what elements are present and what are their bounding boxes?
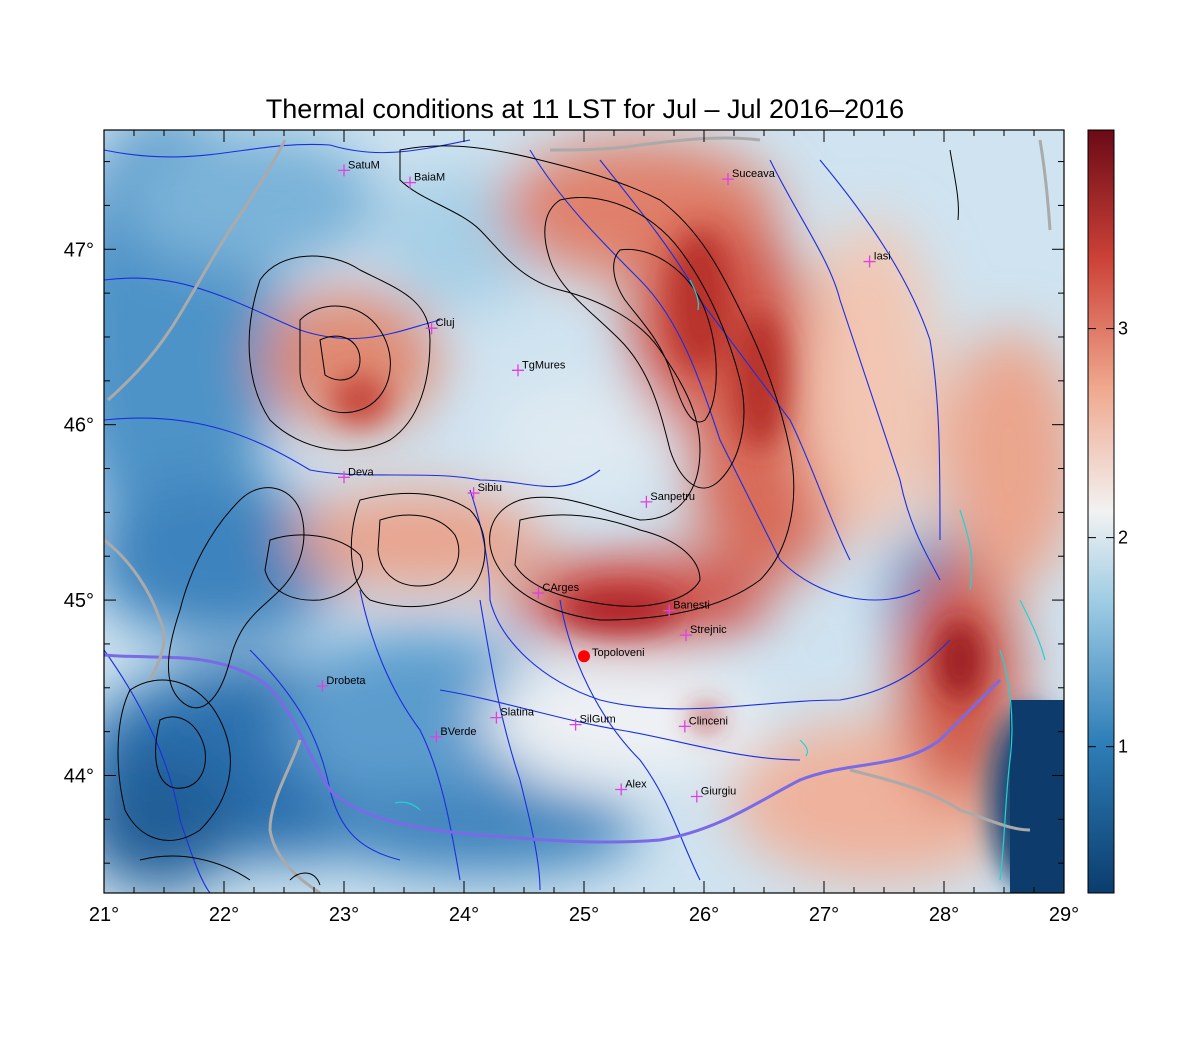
station-label: Iasi	[874, 251, 891, 263]
lon-label: 23°	[329, 904, 359, 926]
station-marker	[512, 364, 524, 377]
station-label: Strejnic	[690, 624, 727, 636]
lon-label: 27°	[809, 904, 839, 926]
lat-label: 44°	[64, 765, 94, 787]
map-title: Thermal conditions at 11 LST for Jul – J…	[266, 94, 904, 124]
station-marker	[722, 173, 734, 186]
highlight-station-dot	[578, 650, 590, 663]
station-marker	[678, 720, 691, 733]
station-marker	[425, 322, 438, 335]
station-marker	[338, 164, 350, 177]
station-label: CArges	[542, 582, 579, 594]
station-label: Clinceni	[689, 715, 728, 727]
station-marker	[430, 730, 443, 743]
lat-label: 47°	[64, 239, 94, 261]
lat-label: 46°	[64, 415, 94, 437]
station-label: Sibiu	[478, 482, 502, 494]
coastline-lakes	[394, 279, 1046, 881]
station-marker	[680, 629, 692, 642]
station-label: Cluj	[436, 317, 455, 329]
station-marker	[663, 604, 676, 617]
station-marker	[690, 790, 703, 803]
station-label: Slatina	[500, 707, 535, 719]
station-marker	[569, 718, 582, 731]
station-marker	[640, 495, 653, 508]
colorbar-label: 3	[1118, 319, 1128, 339]
station-marker	[338, 471, 350, 484]
colorbar	[1087, 129, 1115, 894]
station-markers: SatuM BaiaM Suceava Iasi Cluj TgMures Deva Sibi…	[316, 159, 891, 803]
country-borders	[104, 136, 1052, 893]
station-label: BaiaM	[414, 172, 445, 184]
lon-label: 29°	[1049, 904, 1079, 926]
station-label: Sanpetru	[650, 491, 695, 503]
danube-river	[104, 653, 1002, 844]
station-label: SatuM	[348, 159, 380, 171]
station-marker	[615, 783, 628, 796]
station-label: Giurgiu	[701, 786, 736, 798]
station-label: Banesti	[673, 600, 710, 612]
station-marker	[863, 255, 876, 268]
station-marker	[532, 587, 545, 600]
station-label: BVerde	[440, 726, 476, 738]
colorbar-ticks: 1 2 3	[1088, 319, 1128, 757]
lon-label: 26°	[689, 904, 719, 926]
lon-label: 25°	[569, 904, 599, 926]
highlight-station-label: Topoloveni	[592, 647, 645, 659]
station-marker	[467, 487, 480, 500]
station-label: SilGum	[580, 714, 616, 726]
colorbar-label: 1	[1118, 737, 1128, 757]
lon-label: 22°	[209, 904, 239, 926]
station-label: Drobeta	[326, 675, 366, 687]
axis-labels: 21° 22° 23° 24° 25° 26° 27° 28° 29° 44° 45° 46° 47°	[64, 239, 1079, 926]
station-label: Deva	[348, 466, 375, 478]
lon-label: 24°	[449, 904, 479, 926]
station-marker	[404, 176, 416, 189]
lon-label: 28°	[929, 904, 959, 926]
lat-label: 45°	[64, 590, 94, 612]
station-marker	[316, 680, 329, 693]
temperature-field	[104, 130, 1064, 893]
map-ticks	[103, 130, 1065, 893]
lon-label: 21°	[89, 904, 119, 926]
station-marker	[490, 711, 503, 724]
station-label: TgMures	[522, 359, 566, 371]
station-label: Alex	[625, 779, 647, 791]
colorbar-label: 2	[1118, 528, 1128, 548]
station-label: Suceava	[732, 168, 776, 180]
